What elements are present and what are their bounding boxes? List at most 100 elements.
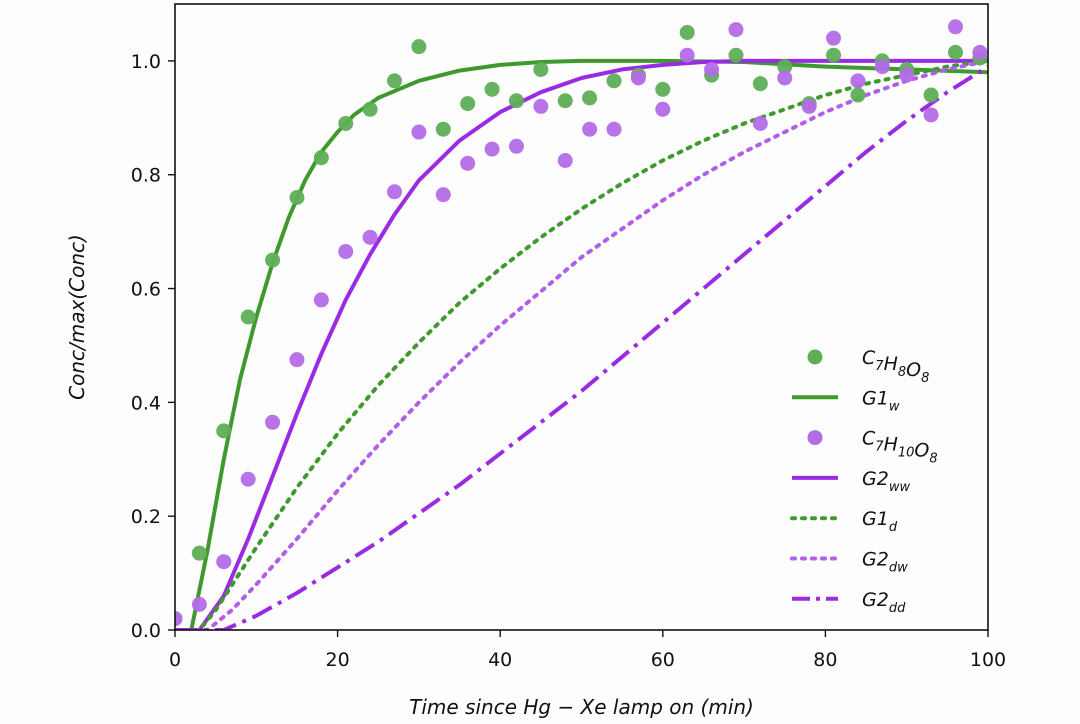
x-axis-title: Time since Hg − Xe lamp on (min) (409, 695, 754, 719)
data-point (289, 189, 305, 205)
data-point (484, 141, 500, 157)
data-point (216, 423, 232, 439)
data-point (923, 107, 939, 123)
x-tick-label: 40 (488, 649, 512, 671)
legend-label: G2dw (862, 549, 908, 576)
data-point (850, 73, 866, 89)
data-point (387, 73, 403, 89)
series-line-g1-w (175, 58, 988, 630)
data-point (630, 70, 646, 86)
legend-label: G1w (862, 387, 900, 414)
x-tick-label: 60 (651, 649, 675, 671)
data-point (240, 471, 256, 487)
data-point (338, 116, 354, 132)
data-point (411, 39, 427, 55)
data-point (728, 22, 744, 38)
data-point (582, 90, 598, 106)
data-point (533, 61, 549, 77)
data-point (460, 96, 476, 112)
data-point (826, 47, 842, 63)
legend-marker (807, 430, 823, 446)
data-point (728, 47, 744, 63)
data-point (533, 98, 549, 114)
data-point (752, 116, 768, 132)
y-tick-label: 0.4 (131, 392, 161, 414)
x-tick-label: 20 (326, 649, 350, 671)
axis-ticks: 0 20 40 60 80 100 0.0 0.2 0.4 0.6 0.8 1.0 (131, 51, 1006, 671)
data-point (362, 229, 378, 245)
data-point (460, 155, 476, 171)
data-point (411, 124, 427, 140)
data-point (175, 611, 183, 627)
data-point (752, 76, 768, 92)
data-point (191, 596, 207, 612)
data-point (777, 59, 793, 75)
series-line-g2-ww (175, 58, 988, 630)
data-point (484, 81, 500, 97)
data-point (972, 44, 988, 60)
legend-item: G1w (792, 387, 900, 414)
data-point (899, 67, 915, 83)
data-point (508, 138, 524, 154)
data-point (826, 30, 842, 46)
data-point (679, 24, 695, 40)
data-point (240, 309, 256, 325)
data-point (265, 252, 281, 268)
legend-item: G2ww (792, 468, 910, 495)
data-point (606, 73, 622, 89)
legend-label: G2ww (862, 468, 910, 495)
legend-item: G2dd (792, 589, 906, 616)
series-line-g2-dd (175, 64, 988, 630)
legend-item: C7H10O8 (807, 428, 938, 467)
data-point (362, 101, 378, 117)
data-point (338, 244, 354, 260)
data-point (557, 93, 573, 109)
data-point (947, 44, 963, 60)
data-point (289, 352, 305, 368)
data-point (655, 81, 671, 97)
series-line-g2-dw (175, 58, 988, 630)
data-point (216, 554, 232, 570)
x-tick-label: 0 (169, 649, 181, 671)
data-point (508, 93, 524, 109)
y-tick-label: 0.8 (131, 165, 161, 187)
data-point (557, 153, 573, 168)
plot-frame (174, 3, 989, 631)
legend-item: G2dw (790, 549, 908, 576)
data-point (655, 101, 671, 117)
y-tick-label: 0.6 (131, 279, 161, 301)
data-point (801, 98, 817, 114)
legend-item: C7H8O8 (807, 347, 929, 386)
legend-marker (807, 349, 823, 365)
data-point (704, 61, 720, 77)
x-tick-label: 100 (970, 649, 1006, 671)
data-point (313, 150, 329, 166)
legend-label: C7H10O8 (862, 428, 938, 467)
y-axis-title: Conc/max(Conc) (65, 234, 89, 400)
y-tick-label: 0.0 (131, 620, 161, 642)
data-point (679, 47, 695, 63)
y-tick-label: 1.0 (131, 51, 161, 73)
legend-label: G2dd (862, 589, 906, 616)
data-point (387, 184, 403, 200)
data-point (191, 545, 207, 561)
y-tick-label: 0.2 (131, 506, 161, 528)
data-point (582, 121, 598, 137)
data-point (850, 87, 866, 103)
data-point (435, 121, 451, 137)
series-line-g1-d (175, 58, 988, 630)
data-point (777, 70, 793, 86)
legend-item: G1d (790, 508, 898, 535)
data-point (435, 187, 451, 203)
data-point (606, 121, 622, 137)
x-tick-label: 80 (813, 649, 837, 671)
legend-label: C7H8O8 (862, 347, 929, 386)
data-point (947, 19, 963, 35)
data-point (874, 59, 890, 75)
data-point (313, 292, 329, 308)
data-point (923, 87, 939, 103)
data-point (265, 414, 281, 430)
